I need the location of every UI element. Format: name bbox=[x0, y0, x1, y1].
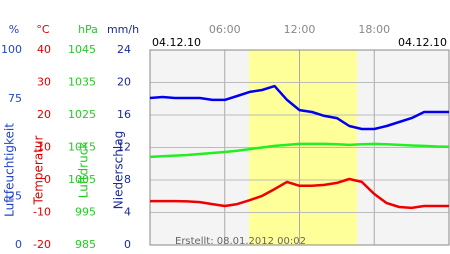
axis-label: Luftfeuchtigkeit bbox=[3, 123, 17, 217]
y-tick-label: 12 bbox=[117, 141, 131, 154]
axis-label: Luftdruck bbox=[77, 142, 91, 199]
series-line bbox=[149, 142, 450, 159]
y-tick-label: 75 bbox=[8, 92, 22, 105]
date-right: 04.12.10 bbox=[398, 36, 447, 49]
y-tick-label: 0 bbox=[124, 238, 131, 250]
y-tick-label: 0 bbox=[44, 173, 51, 186]
axis-unit: % bbox=[9, 23, 19, 36]
y-tick-label: 4 bbox=[124, 206, 131, 219]
series-line bbox=[149, 84, 449, 131]
y-tick-label: 995 bbox=[75, 206, 96, 219]
y-tick-label: -20 bbox=[33, 238, 51, 250]
y-tick-label: 30 bbox=[37, 76, 51, 89]
axis-label: Temperatur bbox=[32, 135, 46, 205]
axis-label: Niederschlag bbox=[112, 131, 126, 209]
y-tick-label: -10 bbox=[33, 206, 51, 219]
y-tick-label: 0 bbox=[15, 238, 22, 250]
y-tick-label: 20 bbox=[37, 108, 51, 121]
x-tick-label: 18:00 bbox=[358, 23, 390, 36]
plot-border bbox=[149, 49, 450, 246]
axis-unit: mm/h bbox=[107, 23, 139, 36]
axis-unit: hPa bbox=[78, 23, 98, 36]
y-tick-label: 10 bbox=[37, 141, 51, 154]
y-tick-label: 1005 bbox=[68, 173, 96, 186]
y-tick-label: 8 bbox=[124, 173, 131, 186]
axis-unit: °C bbox=[36, 23, 50, 36]
y-tick-label: 1045 bbox=[68, 43, 96, 56]
y-tick-label: 20 bbox=[117, 76, 131, 89]
y-tick-label: 985 bbox=[75, 238, 96, 250]
x-tick-label: 12:00 bbox=[284, 23, 316, 36]
y-tick-label: 1035 bbox=[68, 76, 96, 89]
x-tick-label: 06:00 bbox=[209, 23, 241, 36]
y-tick-label: 24 bbox=[117, 43, 131, 56]
y-tick-label: 40 bbox=[37, 43, 51, 56]
date-left: 04.12.10 bbox=[152, 36, 201, 49]
y-tick-label: 1015 bbox=[68, 141, 96, 154]
y-tick-label: 16 bbox=[117, 108, 131, 121]
series-line bbox=[150, 177, 449, 210]
y-tick-label: 25 bbox=[8, 189, 22, 202]
y-tick-label: 1025 bbox=[68, 108, 96, 121]
footer: Erstellt: 08.01.2012 00:02 bbox=[175, 236, 306, 247]
y-tick-label: 100 bbox=[1, 43, 22, 56]
